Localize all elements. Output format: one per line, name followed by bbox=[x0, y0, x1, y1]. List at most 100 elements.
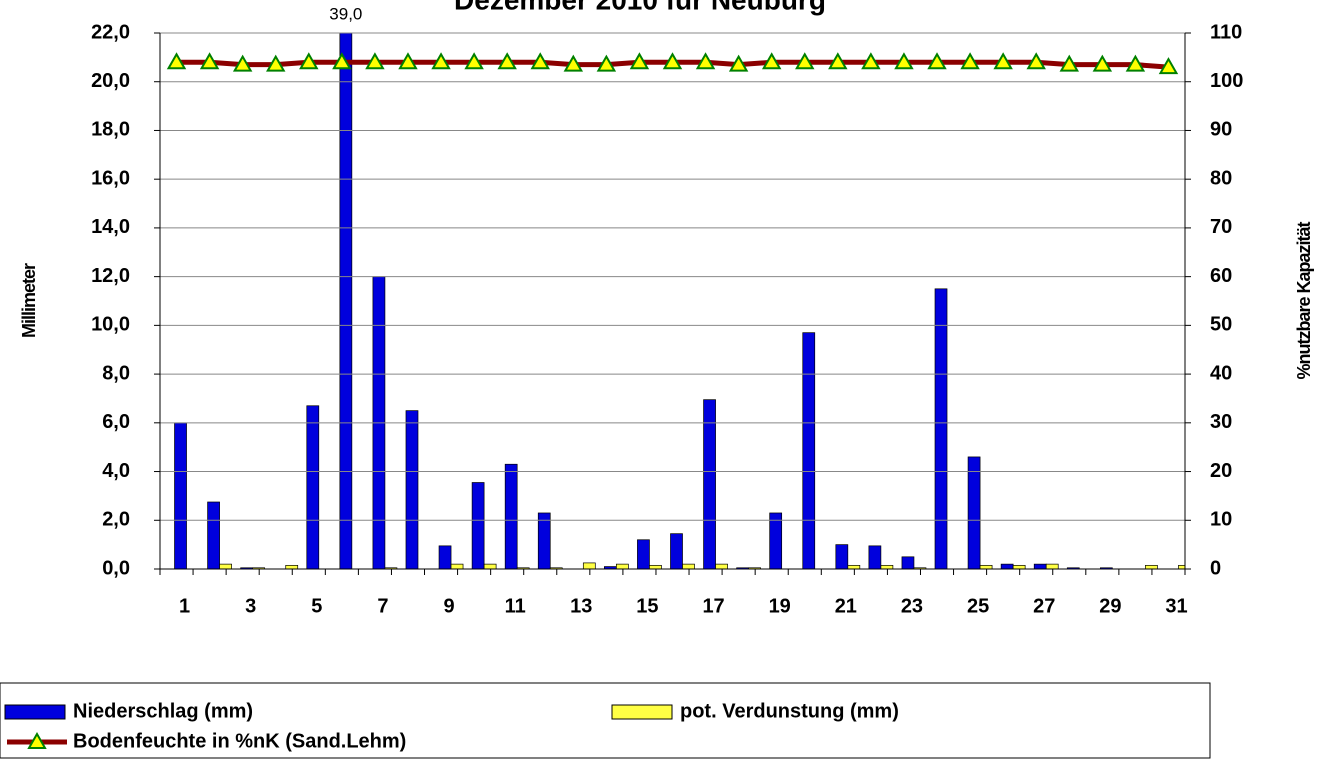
x-tick-label: 25 bbox=[967, 595, 989, 617]
point-marker bbox=[530, 52, 550, 70]
point-marker bbox=[398, 52, 418, 70]
point-marker bbox=[497, 52, 517, 70]
bar bbox=[769, 512, 783, 570]
point-marker bbox=[828, 52, 848, 70]
x-tick-label: 3 bbox=[245, 595, 256, 617]
bar bbox=[967, 456, 981, 570]
x-tick-label: 21 bbox=[835, 595, 857, 617]
point-marker bbox=[960, 52, 980, 70]
bar bbox=[207, 501, 220, 570]
point-marker bbox=[1158, 57, 1179, 75]
bar bbox=[1012, 564, 1026, 570]
bar bbox=[1178, 564, 1185, 570]
bar bbox=[1033, 563, 1047, 570]
bar bbox=[880, 564, 894, 570]
y-tick-label: 4,0 bbox=[102, 460, 130, 482]
y-tick-label: 8,0 bbox=[102, 362, 130, 384]
point-marker bbox=[596, 54, 617, 72]
bar bbox=[174, 422, 187, 570]
point-marker bbox=[464, 52, 484, 70]
bar bbox=[483, 563, 497, 570]
y2-tick-label: 90 bbox=[1210, 119, 1232, 141]
bar bbox=[306, 405, 320, 570]
y-tick-label: 12,0 bbox=[91, 265, 130, 287]
x-tick-label: 27 bbox=[1033, 595, 1055, 617]
x-tick-label: 13 bbox=[570, 595, 592, 617]
point-marker bbox=[861, 52, 881, 70]
legend-swatch bbox=[27, 731, 47, 749]
y2-tick-label: 60 bbox=[1210, 265, 1232, 287]
point-marker bbox=[927, 52, 947, 70]
x-tick-label: 17 bbox=[702, 595, 724, 617]
y2-tick-label: 70 bbox=[1210, 216, 1232, 238]
bar bbox=[901, 556, 915, 570]
legend-label: Niederschlag (mm) bbox=[73, 700, 253, 722]
y-tick-label: 10,0 bbox=[91, 314, 130, 336]
y-tick-label: 14,0 bbox=[91, 216, 130, 238]
x-tick-label: 7 bbox=[377, 595, 388, 617]
point-marker bbox=[728, 54, 749, 72]
x-tick-label: 9 bbox=[443, 595, 454, 617]
bar bbox=[405, 410, 419, 570]
bar bbox=[847, 564, 861, 570]
legend bbox=[0, 682, 1211, 759]
data-label: 39,0 bbox=[329, 4, 362, 23]
y-tick-label: 16,0 bbox=[91, 167, 130, 189]
y2-axis-title: %nutzbare Kapazität bbox=[1294, 221, 1314, 379]
point-marker bbox=[1092, 54, 1113, 72]
point-marker bbox=[199, 52, 220, 70]
legend-swatch bbox=[611, 704, 673, 720]
bar bbox=[450, 563, 464, 570]
y2-tick-label: 10 bbox=[1210, 509, 1232, 531]
legend-label: Bodenfeuchte in %nK (Sand.Lehm) bbox=[73, 730, 406, 752]
y-tick-label: 2,0 bbox=[102, 509, 130, 531]
bar bbox=[637, 539, 650, 570]
bar bbox=[616, 563, 629, 570]
x-tick-label: 15 bbox=[636, 595, 658, 617]
x-tick-label: 31 bbox=[1165, 595, 1187, 617]
y2-tick-label: 100 bbox=[1210, 70, 1243, 92]
bar bbox=[682, 563, 695, 570]
point-marker bbox=[332, 52, 352, 70]
bar bbox=[835, 544, 849, 570]
y2-tick-label: 80 bbox=[1210, 167, 1232, 189]
bar bbox=[582, 562, 596, 570]
x-tick-label: 19 bbox=[769, 595, 791, 617]
bar bbox=[868, 545, 882, 570]
bar bbox=[649, 564, 662, 570]
x-tick-label: 1 bbox=[179, 595, 190, 617]
point-marker bbox=[563, 54, 584, 72]
bar bbox=[802, 332, 816, 570]
bar bbox=[339, 33, 353, 570]
point-marker bbox=[894, 52, 914, 70]
point-marker bbox=[993, 52, 1013, 70]
bar bbox=[670, 533, 683, 570]
y-tick-label: 22,0 bbox=[91, 21, 130, 43]
y2-tick-label: 110 bbox=[1210, 21, 1242, 43]
point-marker bbox=[166, 52, 187, 70]
y2-tick-label: 30 bbox=[1210, 411, 1232, 433]
bar bbox=[934, 288, 948, 570]
point-marker bbox=[1026, 52, 1046, 70]
bar bbox=[219, 563, 232, 570]
legend-label: pot. Verdunstung (mm) bbox=[680, 700, 899, 722]
y-axis-title: Millimeter bbox=[19, 263, 39, 338]
point-marker bbox=[299, 52, 319, 70]
x-tick-label: 29 bbox=[1099, 595, 1121, 617]
bar bbox=[979, 564, 993, 570]
point-marker bbox=[431, 52, 451, 70]
y-tick-label: 0,0 bbox=[102, 557, 130, 579]
y-tick-label: 18,0 bbox=[91, 119, 130, 141]
bar bbox=[1000, 563, 1014, 570]
y-tick-label: 20,0 bbox=[91, 70, 130, 92]
bar bbox=[1045, 563, 1059, 570]
point-marker bbox=[761, 52, 782, 70]
bar bbox=[471, 482, 485, 570]
y2-tick-label: 50 bbox=[1210, 314, 1232, 336]
plot-area bbox=[166, 33, 1185, 570]
x-tick-label: 23 bbox=[901, 595, 923, 617]
bar bbox=[438, 545, 452, 570]
y2-tick-label: 20 bbox=[1210, 460, 1232, 482]
bar bbox=[537, 512, 551, 570]
